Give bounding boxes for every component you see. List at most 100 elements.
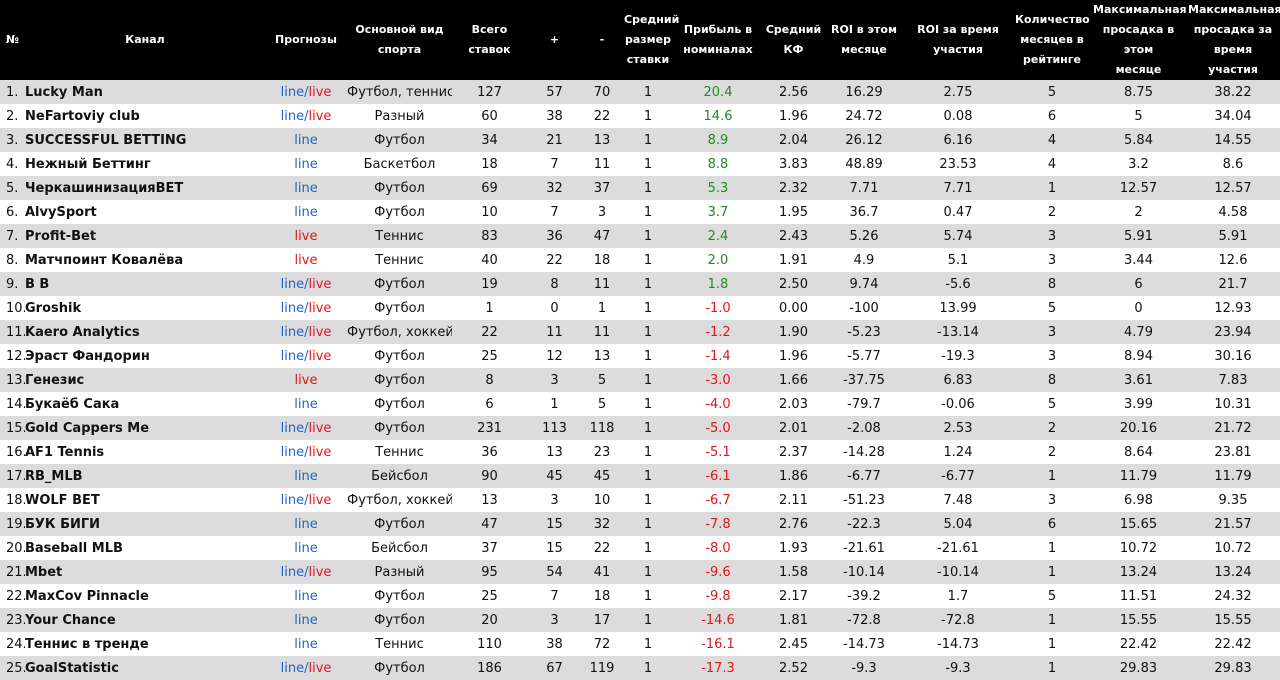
minus-cell: 3 [597,204,607,220]
avg-kf-cell: 2.37 [779,444,808,460]
minus-cell: 32 [593,516,611,532]
avg-stake-cell: 1 [643,660,653,676]
avg-stake-cell: 1 [643,324,653,340]
sport-cell: Футбол [374,180,425,196]
drawdown-month-cell: 10.72 [1119,540,1158,556]
table-row: 4. Нежный Беттинг line Баскетбол 18 7 11 1 8.8 3.… [0,152,1280,176]
profit-cell: -9.8 [705,588,731,604]
profit-cell: 8.8 [707,156,729,172]
months-cell: 4 [1047,156,1057,172]
rank-cell: 23. [6,612,25,628]
minus-cell: 11 [593,324,611,340]
sport-cell: Разный [374,108,425,124]
drawdown-total-cell: 7.83 [1218,372,1248,388]
roi-month-cell: 5.26 [849,228,879,244]
total-bets-cell: 34 [481,132,498,148]
roi-month-cell: 48.89 [845,156,883,172]
table-row: 22. MaxCov Pinnacle line Футбол 25 7 18 1 -9.8 2.… [0,584,1280,608]
profit-cell: -9.6 [705,564,731,580]
avg-stake-cell: 1 [643,300,653,316]
rank-cell: 25. [6,660,25,676]
drawdown-month-cell: 5 [1134,108,1143,124]
plus-cell: 3 [550,372,559,388]
header-drawdown-total: Максимальная просадка за время участия [1188,3,1280,76]
roi-month-cell: -51.23 [843,492,885,508]
table-row: 13. Генезис live Футбол 8 3 5 1 -3.0 1.66 -37.75 6.… [0,368,1280,392]
forecast-format-cell: line/live [265,656,347,680]
rank-cell: 12. [6,348,25,364]
roi-total-cell: -0.06 [941,396,975,412]
avg-stake-cell: 1 [643,396,653,412]
avg-stake-cell: 1 [643,84,653,100]
total-bets-cell: 60 [481,108,498,124]
table-row: 15. Gold Cappers Me line/live Футбол 231 113 1… [0,416,1280,440]
roi-total-cell: -21.61 [937,540,979,556]
header-plus: + [549,33,560,46]
rank-cell: 6. [6,204,19,220]
drawdown-total-cell: 12.93 [1214,300,1252,316]
roi-total-cell: -72.8 [941,612,975,628]
table-row: 8. Матчпоинт Ковалёва live Теннис 40 22 18 1 2.0… [0,248,1280,272]
avg-kf-cell: 2.04 [779,132,808,148]
total-bets-cell: 25 [481,588,498,604]
minus-cell: 11 [593,156,611,172]
avg-stake-cell: 1 [643,564,653,580]
minus-cell: 23 [593,444,611,460]
plus-cell: 36 [546,228,563,244]
rank-cell: 3. [6,132,19,148]
format-separator: / [304,84,309,100]
sport-cell: Футбол [374,396,425,412]
sport-cell: Бейсбол [371,540,428,556]
format-live: live [308,564,332,580]
format-line: line [280,420,305,436]
header-avg-kf: Средний КФ [765,23,822,56]
total-bets-cell: 22 [481,324,498,340]
months-cell: 6 [1047,516,1057,532]
avg-kf-cell: 3.83 [779,156,808,172]
profit-cell: -8.0 [705,540,731,556]
format-line: line [294,132,318,148]
roi-total-cell: 2.75 [943,84,973,100]
drawdown-total-cell: 38.22 [1214,84,1252,100]
profit-cell: 1.8 [707,276,729,292]
roi-total-cell: 6.16 [943,132,973,148]
header-channel: Канал [125,33,165,46]
drawdown-total-cell: 22.42 [1214,636,1252,652]
header-roi-total: ROI за время участия [917,23,999,56]
drawdown-month-cell: 5.84 [1124,132,1153,148]
minus-cell: 47 [593,228,611,244]
plus-cell: 8 [550,276,559,292]
format-live: live [308,84,332,100]
months-cell: 1 [1047,636,1057,652]
header-total-bets: Всего ставок [468,23,511,56]
table-row: 1. Lucky Man line/live Футбол, теннис 127 57 7… [0,80,1280,104]
plus-cell: 1 [550,396,559,412]
drawdown-total-cell: 11.79 [1214,468,1252,484]
sport-cell: Футбол [374,204,425,220]
minus-cell: 18 [593,588,611,604]
avg-kf-cell: 1.96 [779,348,808,364]
forecast-format-cell: live [265,248,347,272]
months-cell: 4 [1047,132,1057,148]
plus-cell: 54 [546,564,563,580]
total-bets-cell: 18 [481,156,498,172]
avg-stake-cell: 1 [643,444,653,460]
plus-cell: 32 [546,180,563,196]
drawdown-total-cell: 13.24 [1214,564,1252,580]
table-row: 7. Profit-Bet live Теннис 83 36 47 1 2.4 2.43 5.26… [0,224,1280,248]
avg-kf-cell: 2.50 [779,276,808,292]
sport-cell: Футбол, хоккей [347,492,452,508]
plus-cell: 7 [550,588,559,604]
plus-cell: 15 [546,516,563,532]
format-line: line [294,516,318,532]
drawdown-month-cell: 13.24 [1119,564,1158,580]
roi-total-cell: -5.6 [945,276,971,292]
forecast-format-cell: line [265,584,347,608]
drawdown-total-cell: 4.58 [1218,204,1248,220]
table-row: 18. WOLF BET line/live Футбол, хоккей 13 3 10 1… [0,488,1280,512]
total-bets-cell: 95 [481,564,498,580]
plus-cell: 12 [546,348,563,364]
forecast-format-cell: line/live [265,320,347,344]
drawdown-month-cell: 3.61 [1124,372,1153,388]
rank-cell: 18. [6,492,25,508]
